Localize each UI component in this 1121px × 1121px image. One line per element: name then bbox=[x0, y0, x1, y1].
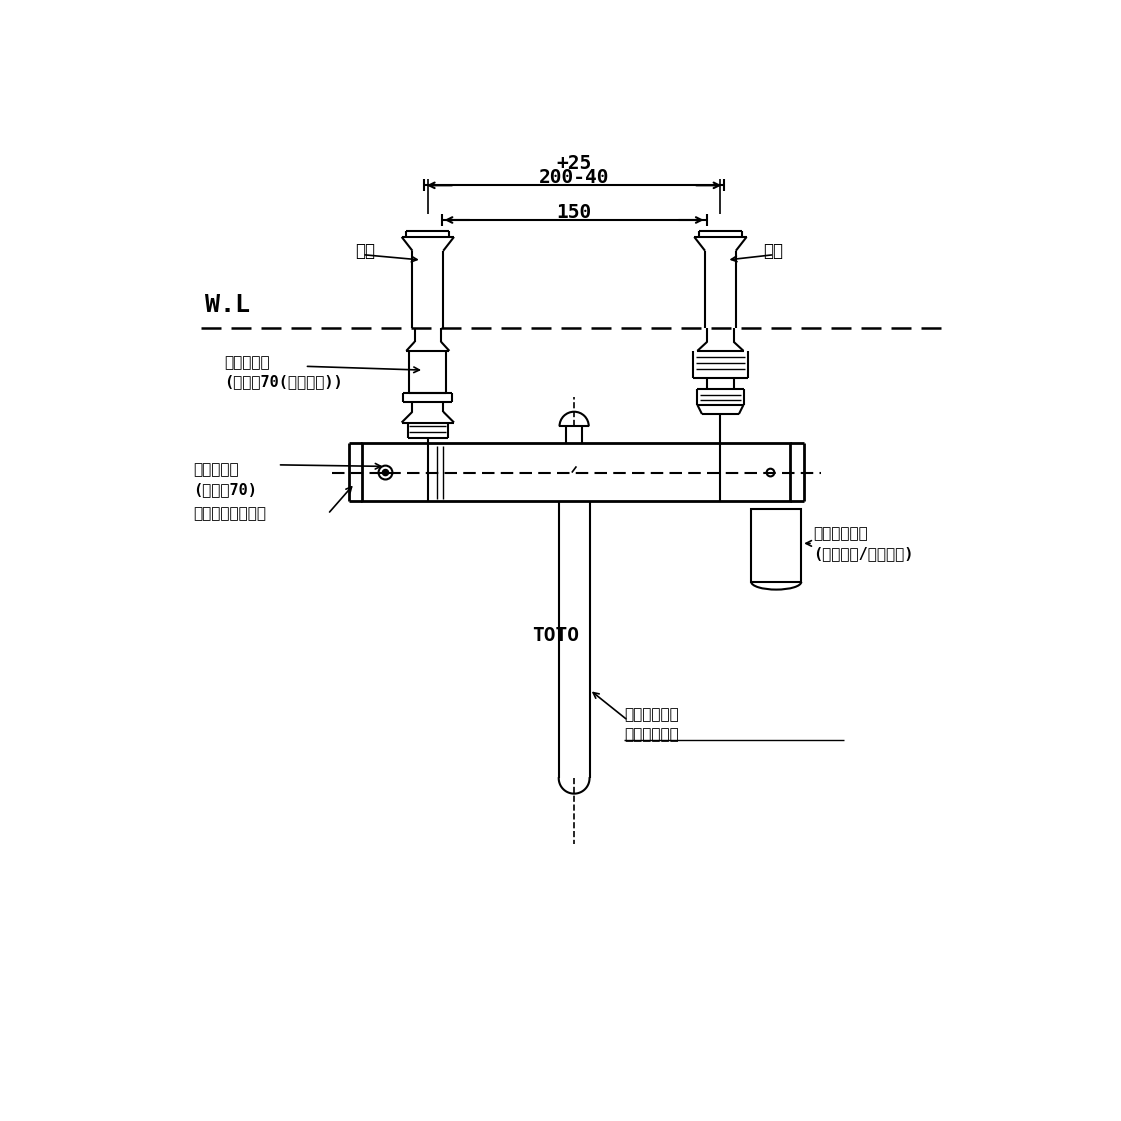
Text: 断熱カバー
(グレー70(つや消し)): 断熱カバー (グレー70(つや消し)) bbox=[224, 354, 342, 389]
Text: TOTO: TOTO bbox=[531, 627, 578, 646]
Text: 安全ボタン
(グレー70): 安全ボタン (グレー70) bbox=[193, 463, 257, 498]
Bar bbox=[751, 509, 802, 582]
Text: 切替ハンドル
(シャワー/スパウト): 切替ハンドル (シャワー/スパウト) bbox=[813, 526, 914, 560]
Circle shape bbox=[382, 470, 389, 475]
Text: W.L: W.L bbox=[204, 293, 250, 317]
Bar bbox=[362, 443, 789, 501]
Text: スパウト回転
角度規制なし: スパウト回転 角度規制なし bbox=[624, 707, 679, 742]
Text: 150: 150 bbox=[556, 203, 592, 222]
Text: 200-40: 200-40 bbox=[539, 168, 610, 187]
Text: +25: +25 bbox=[556, 155, 592, 174]
Text: 水側: 水側 bbox=[762, 242, 782, 260]
Text: 温度調節ハンドル: 温度調節ハンドル bbox=[193, 507, 266, 521]
Text: 温側: 温側 bbox=[354, 242, 374, 260]
